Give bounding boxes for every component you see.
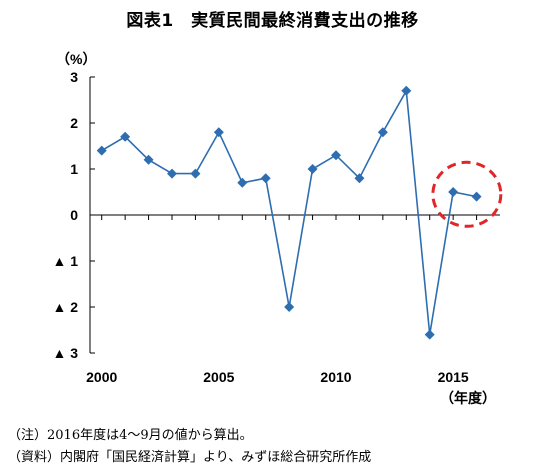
x-tick-labels: 2000 2005 2010 2015 [86,215,478,385]
data-point [237,177,248,188]
data-point [284,302,295,312]
highlight-circle [431,160,503,228]
series-polyline [101,88,477,335]
data-point [167,168,177,179]
data-point [96,145,107,156]
data-point [377,127,388,138]
series-markers [96,85,482,340]
series-line [101,88,477,335]
x-tick-label: 2005 [203,369,234,385]
axes [89,77,500,353]
x-tick-label: 2000 [86,369,117,385]
highlight-ellipse [431,160,503,228]
data-point [471,191,482,202]
data-point [401,85,412,96]
x-tick-label: 2010 [320,369,351,385]
y-tick-label: 3 [70,69,78,85]
x-unit-label: （年度） [440,390,496,406]
data-point [354,173,365,184]
data-point [260,173,271,184]
y-tick-labels: 3 2 1 0 ▲ 1 ▲ 2 ▲ 3 [52,69,95,361]
data-point [448,187,459,197]
data-point [424,329,435,340]
y-tick-label: 0 [70,207,78,223]
data-point [307,164,318,174]
data-point [331,150,341,161]
footnote: （注）2016年度は4～9月の値から算出。 [8,428,253,443]
y-unit-label: （%） [56,51,96,67]
x-tick-label: 2015 [438,369,469,385]
data-point [213,127,224,138]
y-tick-label: ▲ 2 [52,299,78,315]
y-tick-label: 1 [70,161,78,177]
data-point [190,168,201,179]
y-tick-label: ▲ 1 [52,253,78,269]
y-tick-label: 2 [70,115,78,131]
data-point [120,131,131,142]
chart-title: 図表1 実質民間最終消費支出の推移 [126,11,419,31]
y-tick-label: ▲ 3 [52,345,78,361]
source-note: （資料）内閣府「国民経済計算」より、みずほ総合研究所作成 [8,450,372,465]
data-point [143,154,154,165]
